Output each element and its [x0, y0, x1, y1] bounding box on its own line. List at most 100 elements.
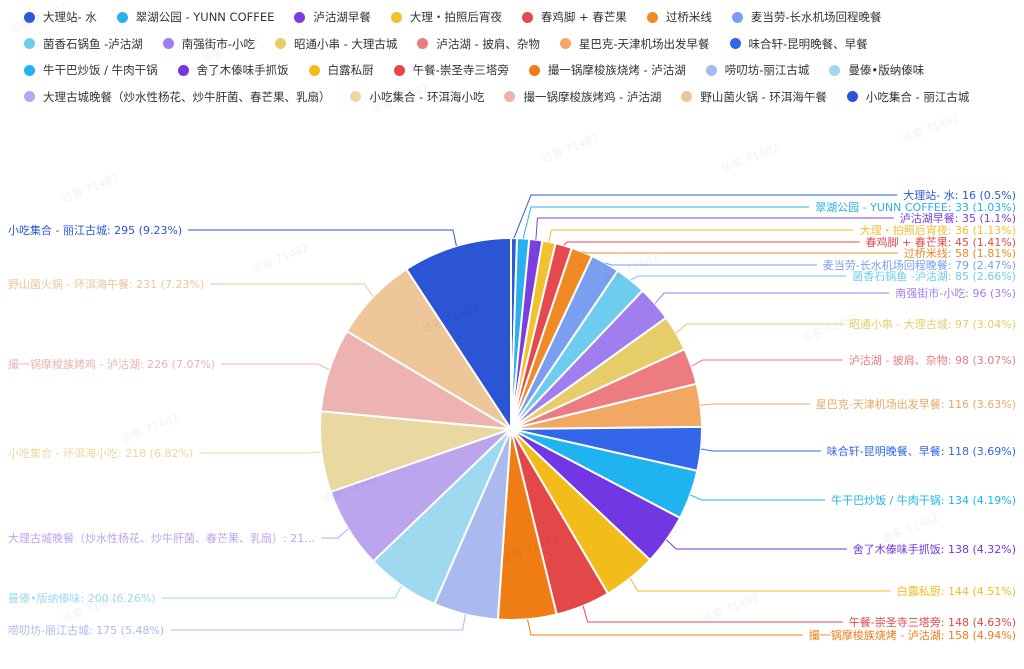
legend-label: 泸沽湖 - 披肩、杂物 [436, 36, 540, 51]
legend-item[interactable]: 星巴克-天津机场出发早餐 [559, 34, 710, 54]
legend-item[interactable]: 牛干巴炒饭 / 牛肉干锅 [24, 60, 158, 80]
slice-label: 大理古城晚餐（炒水性杨花、炒牛肝菌、春芒果、乳扇）: 21… [8, 531, 315, 545]
legend-item[interactable]: 菌香石锅鱼 -泸沽湖 [24, 34, 143, 54]
legend-dot-icon [24, 11, 35, 23]
slice-label: 小吃集合 - 环洱海小吃: 218 (6.82%) [8, 446, 193, 460]
legend-item[interactable]: 大理・拍照后宵夜 [390, 7, 502, 27]
slice-label: 菌香石锅鱼 -泸沽湖: 85 (2.66%) [852, 269, 1016, 283]
legend-label: 大理站- 水 [43, 10, 97, 24]
leader-line [527, 619, 803, 636]
slice-label: 昭通小串 - 大理古城: 97 (3.04%) [849, 317, 1016, 331]
legend-label: 过桥米线 [665, 10, 712, 24]
legend-item[interactable]: 味合轩-昆明晚餐、早餐 [729, 34, 868, 54]
slice-label: 午餐-崇圣寺三塔旁: 148 (4.63%) [849, 615, 1016, 629]
legend-dot-icon [24, 64, 35, 76]
leader-line [654, 292, 890, 304]
leader-line [170, 614, 466, 631]
leader-line [582, 605, 843, 623]
legend-item[interactable]: 昭通小串 - 大理古城 [274, 34, 398, 54]
slice-label: 白露私厨: 144 (4.51%) [897, 584, 1016, 598]
legend-label: 唠叨坊-丽江古城 [724, 63, 810, 77]
legend-label: 翠湖公园 - YUNN COFFEE [135, 10, 275, 24]
leader-line [666, 539, 847, 550]
legend-label: 小吃集合 - 丽江古城 [865, 89, 970, 104]
legend-label: 牛干巴炒饭 / 牛肉干锅 [43, 63, 158, 77]
legend-label: 午餐-崇圣寺三塔旁 [412, 63, 509, 77]
legend-item[interactable]: 泸沽湖早餐 [294, 7, 371, 27]
legend-dot-icon [729, 38, 741, 49]
slice-label: 大理・拍照后宵夜: 36 (1.13%) [860, 223, 1016, 237]
leader-line [691, 359, 843, 367]
slice-label: 小吃集合 - 丽江古城: 295 (9.23%) [8, 223, 182, 237]
legend-item[interactable]: 麦当劳-长水机场回程晚餐 [731, 7, 882, 27]
slice-label: 撮一锅摩梭族烤鸡 - 泸沽湖: 226 (7.07%) [8, 357, 215, 371]
legend-dot-icon [417, 38, 429, 49]
legend-dot-icon [393, 64, 405, 76]
slice-label: 星巴克-天津机场出发早餐: 116 (3.63%) [816, 397, 1016, 411]
legend-item[interactable]: 泸沽湖 - 披肩、杂物 [417, 34, 540, 54]
legend-label: 泸沽湖早餐 [313, 10, 371, 24]
legend-label: 昭通小串 - 大理古城 [293, 36, 398, 51]
legend-item[interactable]: 过桥米线 [646, 7, 712, 27]
leader-line [690, 494, 826, 501]
legend-label: 菌香石锅鱼 -泸沽湖 [43, 36, 143, 51]
slice-label: 泸沽湖早餐: 35 (1.1%) [900, 211, 1016, 225]
legend-dot-icon [294, 11, 306, 23]
legend-label: 大理・拍照后宵夜 [409, 10, 502, 24]
legend-item[interactable]: 曼傣•版纳傣味 [829, 60, 924, 80]
slice-label: 过桥米线: 58 (1.81%) [904, 246, 1016, 260]
leader-line [581, 251, 898, 254]
legend-dot-icon [521, 11, 533, 23]
legend-item[interactable]: 春鸡脚 + 春芒果 [521, 7, 627, 27]
legend-label: 南强街市-小吃 [181, 36, 255, 51]
legend-dot-icon [829, 64, 841, 76]
legend-dot-icon [528, 64, 540, 76]
legend-label: 野山菌火锅 - 环洱海午餐 [700, 89, 827, 104]
legend-label: 白露私厨 [327, 63, 374, 77]
slice-label: 曼傣•版纳傣味: 200 (6.26%) [8, 591, 156, 605]
legend-item[interactable]: 野山菌火锅 - 环洱海午餐 [681, 87, 827, 107]
legend-item[interactable]: 南强街市-小吃 [162, 34, 255, 54]
chart-legend: 大理站- 水 翠湖公园 - YUNN COFFEE 泸沽湖早餐 大理・拍照后宵夜 春鸡脚… [0, 0, 1024, 160]
leader-line [563, 241, 860, 246]
legend-item[interactable]: 小吃集合 - 环洱海小吃 [350, 87, 484, 107]
legend-item[interactable]: 小吃集合 - 丽江古城 [846, 87, 970, 107]
legend-dot-icon [390, 11, 402, 23]
legend-label: 味合轩-昆明晚餐、早餐 [748, 36, 868, 51]
legend-item[interactable]: 翠湖公园 - YUNN COFFEE [116, 7, 275, 27]
legend-item[interactable]: 唠叨坊-丽江古城 [705, 60, 810, 80]
legend-label: 星巴克-天津机场出发早餐 [578, 36, 710, 51]
legend-label: 大理古城晚餐（炒水性杨花、炒牛肝菌、春芒果、乳扇） [43, 89, 331, 104]
legend-item[interactable]: 撮一锅摩梭族烤鸡 - 泸沽湖 [504, 87, 661, 107]
legend-dot-icon [559, 38, 571, 49]
leader-line [161, 585, 403, 599]
legend-label: 撮一锅摩梭族烧烤 - 泸沽湖 [547, 63, 686, 77]
legend-item[interactable]: 撮一锅摩梭族烧烤 - 泸沽湖 [528, 60, 686, 80]
leader-line [605, 262, 817, 266]
slice-label: 撮一锅摩梭族烧烤 - 泸沽湖: 158 (4.94%) [809, 628, 1016, 642]
legend-dot-icon [646, 11, 658, 23]
leader-line [675, 323, 843, 334]
legend-dot-icon [116, 11, 128, 23]
legend-label: 麦当劳-长水机场回程晚餐 [750, 10, 882, 24]
legend-item[interactable]: 午餐-崇圣寺三塔旁 [393, 60, 509, 80]
legend-dot-icon [24, 38, 35, 49]
leader-line [548, 229, 854, 242]
slice-label: 大理站- 水: 16 (0.5%) [903, 188, 1016, 202]
slice-label: 味合轩-昆明晚餐、早餐: 118 (3.69%) [827, 444, 1016, 458]
legend-dot-icon [504, 91, 516, 102]
legend-dot-icon [24, 91, 35, 102]
leader-line [188, 229, 457, 247]
leader-line [522, 206, 810, 239]
legend-item[interactable]: 大理古城晚餐（炒水性杨花、炒牛肝菌、春芒果、乳扇） [24, 87, 331, 107]
legend-dot-icon [308, 64, 320, 76]
slice-label: 野山菌火锅 - 环洱海午餐: 231 (7.23%) [8, 277, 204, 291]
legend-dot-icon [177, 64, 189, 76]
legend-item[interactable]: 舍了木傣味手抓饭 [177, 60, 289, 80]
slice-label: 牛干巴炒饭 / 牛肉干锅: 134 (4.19%) [831, 493, 1016, 507]
legend-label: 撮一锅摩梭族烤鸡 - 泸沽湖 [523, 89, 662, 104]
leader-line [700, 448, 821, 452]
legend-item[interactable]: 大理站- 水 [24, 7, 97, 27]
legend-item[interactable]: 白露私厨 [308, 60, 374, 80]
